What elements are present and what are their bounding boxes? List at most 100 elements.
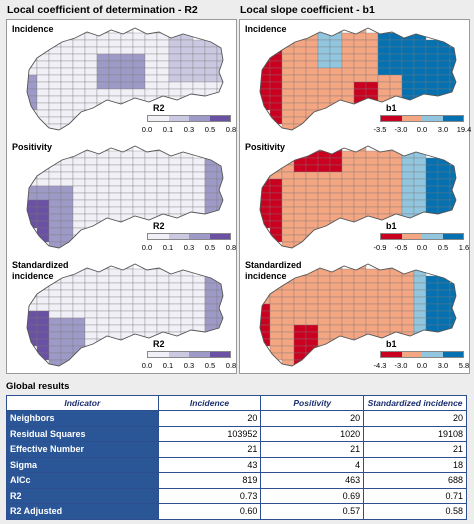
district-region bbox=[192, 53, 206, 62]
district-region bbox=[353, 199, 367, 208]
district-region bbox=[144, 157, 158, 166]
district-region bbox=[413, 303, 427, 312]
district-region bbox=[132, 74, 146, 83]
district-region bbox=[132, 150, 146, 159]
column-header: Incidence bbox=[157, 395, 262, 411]
district-region bbox=[269, 67, 283, 76]
district-region bbox=[269, 199, 283, 208]
district-region bbox=[449, 289, 456, 298]
district-region bbox=[48, 310, 62, 319]
legend-color-bar bbox=[380, 233, 464, 240]
district-region bbox=[96, 67, 110, 76]
district-region bbox=[377, 157, 391, 166]
table-cell: 18 bbox=[363, 456, 467, 473]
district-region bbox=[48, 303, 62, 312]
district-region bbox=[108, 289, 122, 298]
district-region bbox=[401, 74, 415, 83]
district-region bbox=[329, 39, 343, 48]
legend-swatch bbox=[401, 352, 422, 357]
district-region bbox=[96, 317, 110, 326]
district-region bbox=[353, 53, 367, 62]
country-outline bbox=[259, 263, 457, 367]
district-region bbox=[389, 53, 403, 62]
district-region bbox=[353, 303, 367, 312]
district-region bbox=[144, 275, 158, 284]
district-region bbox=[120, 296, 134, 305]
district-region bbox=[305, 282, 319, 291]
table-cell: 20 bbox=[157, 410, 262, 427]
district-region bbox=[108, 67, 122, 76]
district-region bbox=[27, 81, 38, 90]
district-region bbox=[293, 46, 307, 55]
district-region bbox=[180, 199, 194, 208]
legend-tick-label: 0.0 bbox=[141, 361, 153, 370]
district-region bbox=[413, 275, 427, 284]
district-region bbox=[281, 102, 295, 111]
district-region bbox=[120, 199, 134, 208]
district-region bbox=[293, 234, 307, 243]
legend-swatch bbox=[381, 116, 402, 121]
district-region bbox=[60, 39, 74, 48]
district-region bbox=[180, 289, 194, 298]
global-results-title: Global results bbox=[6, 381, 70, 392]
district-region bbox=[305, 53, 319, 62]
district-region bbox=[305, 164, 319, 173]
district-region bbox=[180, 171, 194, 180]
district-region bbox=[168, 317, 182, 326]
row-label: Sigma bbox=[6, 456, 159, 473]
district-region bbox=[168, 39, 182, 48]
district-region bbox=[281, 352, 295, 361]
district-region bbox=[156, 60, 170, 69]
district-region bbox=[437, 303, 451, 312]
district-region bbox=[425, 164, 439, 173]
district-region bbox=[425, 310, 439, 319]
district-region bbox=[377, 324, 391, 333]
district-region bbox=[305, 199, 319, 208]
district-region bbox=[36, 227, 50, 236]
district-region bbox=[437, 81, 451, 90]
district-region bbox=[156, 199, 170, 208]
district-region bbox=[60, 317, 74, 326]
district-region bbox=[281, 199, 295, 208]
legend-tick-label: 3.0 bbox=[437, 361, 449, 370]
district-region bbox=[204, 67, 218, 76]
district-region bbox=[305, 310, 319, 319]
district-region bbox=[96, 206, 110, 215]
district-region bbox=[60, 227, 74, 236]
district-region bbox=[72, 282, 86, 291]
legend-tick-label: 0.3 bbox=[183, 125, 195, 134]
district-region bbox=[36, 46, 50, 55]
district-region bbox=[341, 39, 355, 48]
district-region bbox=[305, 296, 319, 305]
district-region bbox=[108, 310, 122, 319]
district-region bbox=[168, 53, 182, 62]
district-region bbox=[132, 164, 146, 173]
district-region bbox=[60, 157, 74, 166]
district-region bbox=[96, 296, 110, 305]
district-region bbox=[204, 74, 218, 83]
district-region bbox=[449, 296, 456, 305]
district-region bbox=[108, 192, 122, 201]
table-cell: 103952 bbox=[157, 425, 262, 442]
district-region bbox=[96, 289, 110, 298]
district-region bbox=[96, 164, 110, 173]
district-region bbox=[437, 60, 451, 69]
district-region bbox=[401, 88, 415, 97]
district-region bbox=[168, 164, 182, 173]
district-region bbox=[413, 317, 427, 326]
district-region bbox=[377, 171, 391, 180]
district-region bbox=[293, 199, 307, 208]
district-region bbox=[48, 67, 62, 76]
district-region bbox=[269, 206, 283, 215]
district-region bbox=[168, 192, 182, 201]
district-region bbox=[60, 352, 74, 361]
district-region bbox=[204, 303, 218, 312]
district-region bbox=[401, 289, 415, 298]
district-region bbox=[401, 185, 415, 194]
district-region bbox=[48, 46, 62, 55]
district-region bbox=[377, 199, 391, 208]
district-region bbox=[413, 310, 427, 319]
district-region bbox=[401, 206, 415, 215]
slovakia-map bbox=[259, 27, 457, 131]
district-region bbox=[281, 178, 295, 187]
